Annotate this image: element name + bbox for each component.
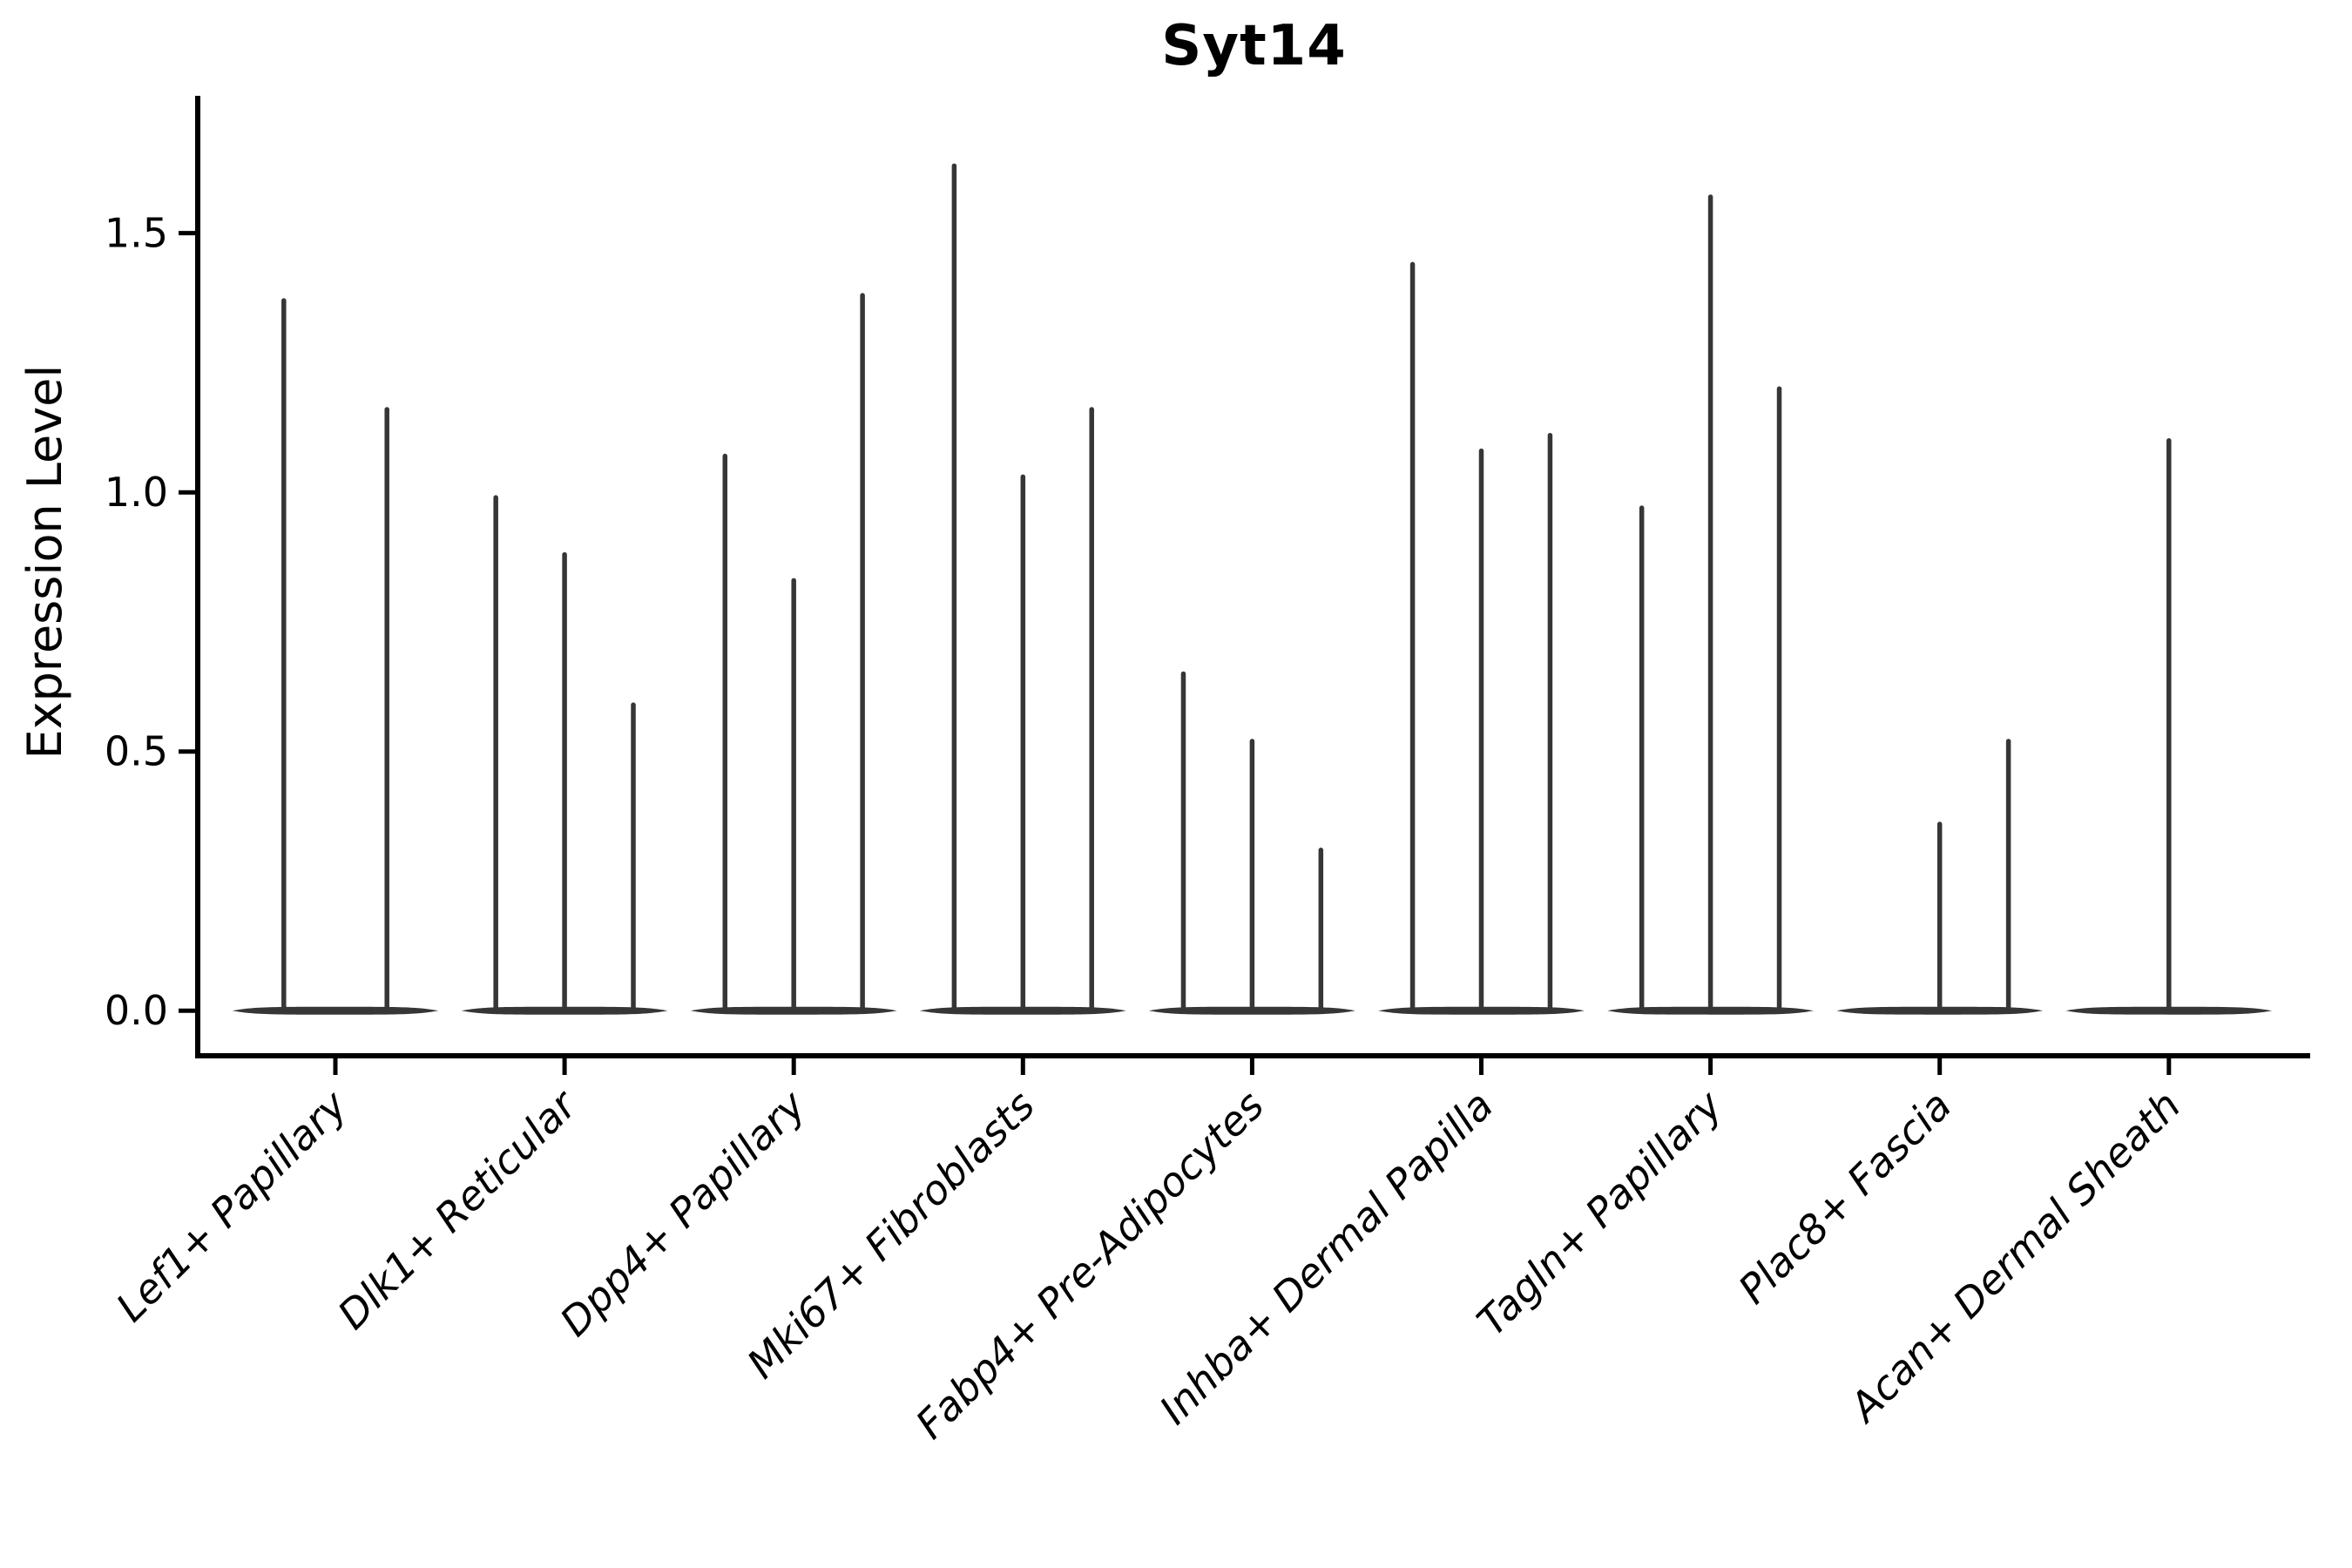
y-tick-label: 1.5 bbox=[105, 210, 168, 257]
x-tick-label: Tagln+ Papillary bbox=[1468, 1081, 1732, 1345]
y-tick-label: 0.5 bbox=[105, 728, 168, 775]
y-tick-label: 1.0 bbox=[105, 469, 168, 516]
y-tick-label: 0.0 bbox=[105, 987, 168, 1034]
x-tick-label: Dlk1+ Reticular bbox=[328, 1079, 587, 1338]
x-tick-label: Dpp4+ Papillary bbox=[551, 1081, 814, 1345]
x-tick-label: Plac8+ Fascia bbox=[1729, 1082, 1960, 1313]
chart-title: Syt14 bbox=[1161, 14, 1347, 78]
violin-base bbox=[232, 1006, 439, 1015]
x-tick-label: Lef1+ Papillary bbox=[107, 1081, 356, 1330]
